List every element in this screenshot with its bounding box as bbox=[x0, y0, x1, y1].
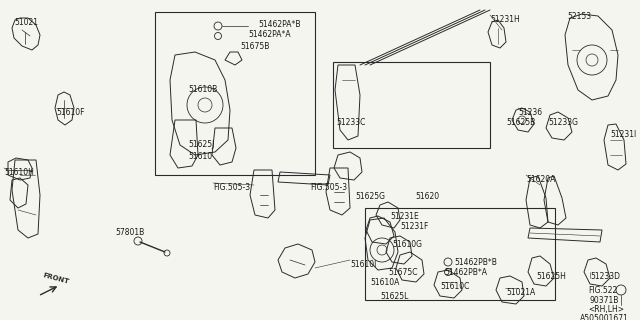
Text: 51675C: 51675C bbox=[388, 268, 417, 277]
Text: 51462PB*B: 51462PB*B bbox=[454, 258, 497, 267]
Text: 51610A: 51610A bbox=[370, 278, 399, 287]
Text: 51610H: 51610H bbox=[4, 168, 34, 177]
Text: 51610G: 51610G bbox=[392, 240, 422, 249]
Text: 51462PA*A: 51462PA*A bbox=[248, 30, 291, 39]
Text: 51233G: 51233G bbox=[548, 118, 578, 127]
Text: FRONT: FRONT bbox=[42, 272, 70, 285]
Text: 51231F: 51231F bbox=[400, 222, 428, 231]
Text: 51233D: 51233D bbox=[590, 272, 620, 281]
Text: 57801B: 57801B bbox=[115, 228, 144, 237]
Text: 51620A: 51620A bbox=[526, 175, 556, 184]
Bar bbox=[333, 62, 490, 148]
Text: 51675B: 51675B bbox=[240, 42, 269, 51]
Text: 51610F: 51610F bbox=[56, 108, 84, 117]
Text: 51625L: 51625L bbox=[380, 292, 408, 301]
Text: 90371B: 90371B bbox=[590, 296, 620, 305]
Text: 51462PB*A: 51462PB*A bbox=[444, 268, 487, 277]
Text: 51610I: 51610I bbox=[350, 260, 376, 269]
Text: <RH,LH>: <RH,LH> bbox=[588, 305, 624, 314]
Bar bbox=[365, 208, 555, 300]
Text: 51610: 51610 bbox=[188, 152, 212, 161]
Text: 51233C: 51233C bbox=[336, 118, 365, 127]
Text: 52153: 52153 bbox=[567, 12, 591, 21]
Text: 51610B: 51610B bbox=[188, 85, 217, 94]
Text: 51625J: 51625J bbox=[188, 140, 214, 149]
Text: 51231H: 51231H bbox=[490, 15, 520, 24]
Bar bbox=[155, 12, 315, 175]
Text: 51021: 51021 bbox=[14, 18, 38, 27]
Text: 51625G: 51625G bbox=[355, 192, 385, 201]
Text: A505001671: A505001671 bbox=[580, 314, 629, 320]
Text: FIG.522: FIG.522 bbox=[588, 286, 617, 295]
Text: 51462PA*B: 51462PA*B bbox=[258, 20, 301, 29]
Text: 51021A: 51021A bbox=[506, 288, 535, 297]
Text: FIG.505-3: FIG.505-3 bbox=[310, 183, 347, 192]
Text: 51231E: 51231E bbox=[390, 212, 419, 221]
Text: 51625H: 51625H bbox=[536, 272, 566, 281]
Text: 51610C: 51610C bbox=[440, 282, 469, 291]
Text: 51231I: 51231I bbox=[610, 130, 636, 139]
Text: FIG.505-3: FIG.505-3 bbox=[213, 183, 250, 192]
Text: 51236: 51236 bbox=[518, 108, 542, 117]
Text: 51620: 51620 bbox=[415, 192, 439, 201]
Text: 51625B: 51625B bbox=[506, 118, 535, 127]
